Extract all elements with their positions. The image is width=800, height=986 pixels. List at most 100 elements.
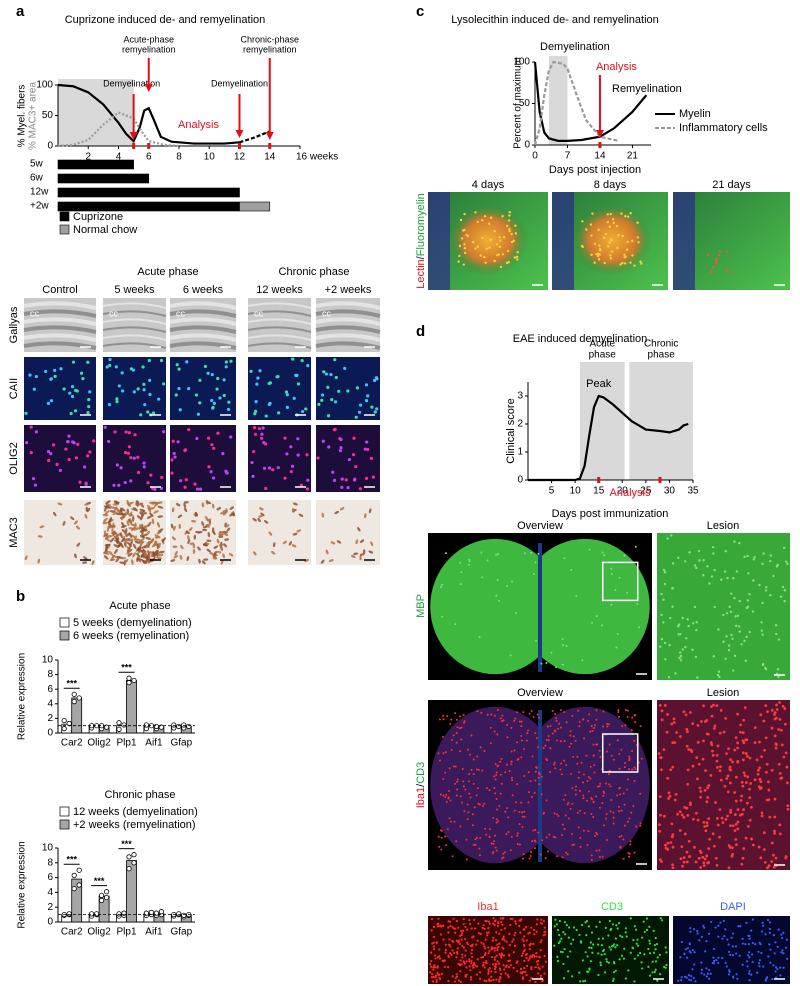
cell <box>180 544 184 550</box>
cell <box>618 752 621 755</box>
micrograph <box>170 425 236 492</box>
cell <box>174 393 178 397</box>
cell <box>488 828 491 831</box>
analysis-tick <box>147 143 151 149</box>
cell <box>654 948 657 951</box>
cell <box>627 969 630 972</box>
cell <box>262 466 267 470</box>
cell <box>483 966 486 969</box>
cell <box>742 847 746 850</box>
cell <box>33 483 37 487</box>
cell <box>761 601 764 605</box>
cell <box>478 636 481 639</box>
cell <box>258 514 264 518</box>
cell <box>224 538 230 541</box>
x-tick-label: 2 <box>85 152 91 163</box>
cell <box>480 956 483 959</box>
cell <box>718 675 721 679</box>
cell <box>485 787 488 790</box>
cell <box>784 855 788 858</box>
cell <box>490 975 493 978</box>
cell <box>758 777 762 781</box>
cell <box>721 821 725 824</box>
cell <box>484 827 487 830</box>
cell <box>201 560 206 565</box>
cell <box>611 572 614 575</box>
cell <box>497 820 500 823</box>
cell <box>619 793 622 796</box>
cell <box>553 812 556 815</box>
cell <box>484 919 487 922</box>
cell <box>611 923 615 926</box>
cell <box>575 594 578 597</box>
cell <box>71 360 76 364</box>
micrograph <box>428 192 548 290</box>
cell <box>635 942 638 945</box>
x-tick-label: Car2 <box>61 927 83 938</box>
cell <box>498 236 501 239</box>
cell <box>532 928 536 932</box>
micrograph: cc <box>23 298 97 352</box>
cell <box>635 825 638 828</box>
cell <box>695 628 698 632</box>
cell <box>733 813 737 816</box>
cell <box>258 369 262 373</box>
cell <box>492 842 495 845</box>
cell <box>206 371 210 375</box>
cell <box>538 783 541 786</box>
cell <box>714 856 718 860</box>
cell <box>519 971 522 974</box>
cell <box>499 265 503 269</box>
cell <box>470 959 473 962</box>
cell <box>621 725 624 728</box>
cell <box>712 962 715 965</box>
cell <box>260 436 264 440</box>
cell <box>216 538 220 544</box>
cell <box>625 248 629 251</box>
cell <box>655 942 659 946</box>
cell <box>725 270 728 273</box>
cell <box>514 224 517 227</box>
cell <box>442 714 445 717</box>
cell <box>611 944 614 948</box>
cell <box>461 768 464 771</box>
cell <box>442 778 445 781</box>
cell <box>132 552 136 558</box>
cell <box>567 926 571 929</box>
cell <box>721 956 724 960</box>
cell <box>751 953 754 956</box>
cell <box>440 586 443 589</box>
cell <box>708 968 711 972</box>
cell <box>676 812 679 816</box>
cell <box>609 928 612 932</box>
cell <box>510 232 513 236</box>
cell <box>276 466 280 470</box>
cell <box>149 473 153 477</box>
analysis-tick <box>132 143 136 149</box>
cell <box>709 271 713 274</box>
cell <box>495 771 498 774</box>
column-label: Control <box>42 284 77 296</box>
cell <box>438 955 441 958</box>
cell <box>567 801 570 804</box>
cell <box>684 948 688 951</box>
phase-label: Chronic <box>644 339 678 350</box>
cell <box>526 732 529 735</box>
cell <box>486 931 489 934</box>
y-tick-label: 8 <box>47 669 53 680</box>
cell <box>715 959 718 962</box>
cell <box>761 562 764 566</box>
cell <box>188 527 193 532</box>
cell <box>759 713 763 717</box>
cell <box>784 946 788 949</box>
cell <box>330 541 336 545</box>
cell <box>629 843 632 846</box>
cell <box>127 546 131 552</box>
cell <box>283 476 287 480</box>
cell <box>736 712 740 716</box>
cell <box>519 967 523 971</box>
cell <box>37 535 43 538</box>
cell <box>531 755 534 758</box>
cell <box>433 964 436 967</box>
significance-label: *** <box>66 855 77 865</box>
